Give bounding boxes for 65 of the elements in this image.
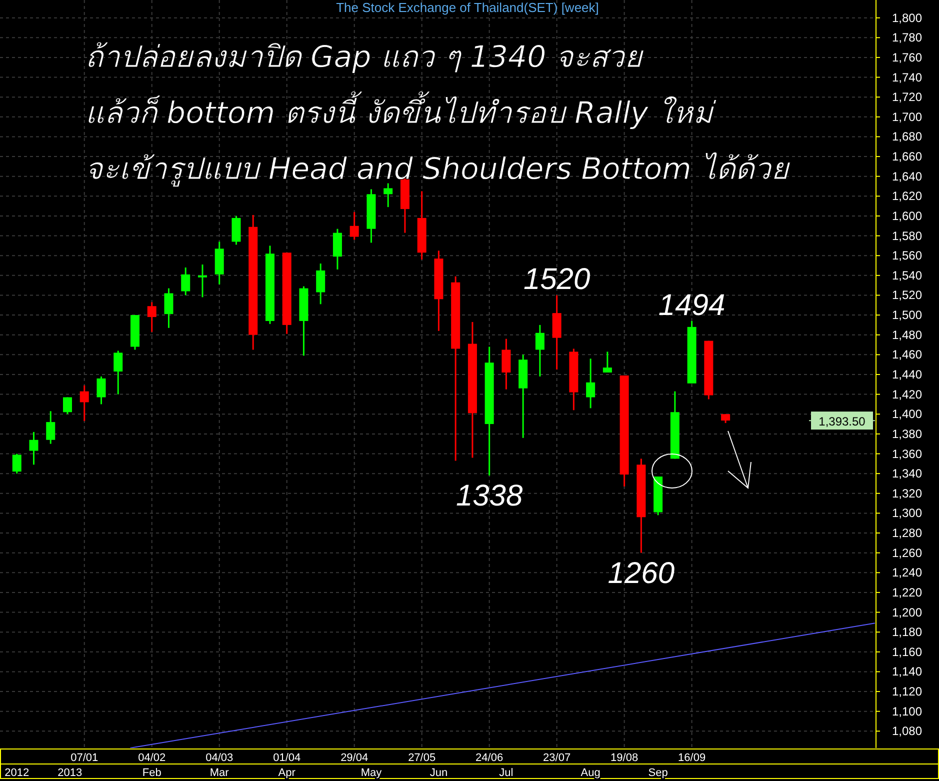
y-tick-label: 1,680: [892, 130, 922, 144]
y-tick-label: 1,460: [892, 348, 922, 362]
x-tick-label: Apr: [278, 767, 296, 779]
annotation: 1260: [608, 556, 675, 590]
y-tick-label: 1,580: [892, 228, 922, 243]
y-tick-label: 1,500: [892, 308, 922, 322]
y-tick-label: 1,600: [892, 208, 922, 223]
y-tick-label: 1,480: [892, 328, 922, 342]
y-tick-label: 1,360: [892, 446, 922, 461]
x2-tick-label: 04/02: [138, 752, 166, 764]
y-tick-label: 1,280: [892, 526, 922, 540]
y-tick-label: 1,260: [892, 546, 922, 560]
x-tick-label: 2012: [4, 767, 30, 779]
annotation: จะเข้ารูปแบบ Head and Shoulders Bottom ได้ด้วย: [85, 152, 791, 187]
x-tick-label: Feb: [142, 767, 162, 779]
x2-tick-label: 04/03: [206, 752, 234, 764]
y-tick-label: 1,400: [892, 407, 922, 422]
x2-tick-label: 07/01: [70, 752, 98, 764]
y-tick-label: 1,220: [892, 585, 922, 600]
x-tick-label: Sep: [648, 767, 668, 779]
x2-tick-label: 19/08: [610, 752, 638, 764]
annotation: 1520: [523, 263, 590, 296]
y-tick-label: 1,120: [892, 684, 922, 699]
y-tick-label: 1,780: [892, 30, 922, 45]
x2-tick-label: 24/06: [476, 752, 504, 764]
y-tick-label: 1,440: [892, 367, 922, 382]
y-tick-label: 1,560: [892, 248, 922, 263]
x-tick-label: Aug: [580, 767, 600, 779]
x2-tick-label: 01/04: [273, 752, 301, 764]
x2-tick-label: 16/09: [678, 752, 706, 764]
annotation: ถ้าปล่อยลงมาปิด Gap แถว ๆ 1340 จะสวย: [85, 40, 645, 75]
y-tick-label: 1,240: [892, 566, 922, 580]
y-tick-label: 1,700: [892, 110, 922, 124]
y-tick-label: 1,540: [892, 268, 922, 282]
y-tick-label: 1,160: [892, 644, 922, 659]
y-tick-label: 1,640: [892, 169, 922, 184]
y-tick-label: 1,660: [892, 150, 922, 164]
y-tick-label: 1,620: [892, 189, 922, 204]
y-tick-label: 1,720: [892, 90, 922, 104]
x-tick-label: Jul: [499, 767, 514, 779]
annotation: แล้วก็ bottom ตรงนี้ งัดขึ้นไปทำรอบ Rally ใหม่: [85, 91, 717, 131]
y-tick-label: 1,140: [892, 664, 922, 679]
y-tick-label: 1,740: [892, 70, 922, 84]
x-tick-label: Mar: [210, 767, 230, 779]
x-tick-label: 2013: [58, 767, 82, 779]
y-tick-label: 1,800: [892, 10, 922, 25]
x-tick-label: Jun: [430, 767, 448, 779]
y-tick-label: 1,300: [892, 506, 922, 520]
y-tick-label: 1,420: [892, 387, 922, 402]
y-tick-label: 1,380: [892, 426, 922, 441]
x2-tick-label: 27/05: [408, 752, 436, 764]
annotation: 1338: [456, 480, 524, 513]
y-tick-label: 1,200: [892, 605, 922, 620]
y-tick-label: 1,180: [892, 625, 922, 640]
annotation: 1494: [658, 288, 726, 322]
y-tick-label: 1,100: [892, 704, 922, 718]
x2-tick-label: 23/07: [543, 752, 571, 764]
y-tick-label: 1,520: [892, 288, 922, 302]
chart-title: The Stock Exchange of Thailand(SET) [week]: [336, 0, 599, 15]
x2-tick-label: 29/04: [340, 752, 368, 764]
y-tick-label: 1,320: [892, 486, 922, 500]
y-tick-label: 1,340: [892, 466, 922, 481]
x-tick-label: May: [360, 767, 382, 779]
y-tick-label: 1,760: [892, 50, 922, 64]
y-tick-label: 1,080: [892, 724, 922, 738]
